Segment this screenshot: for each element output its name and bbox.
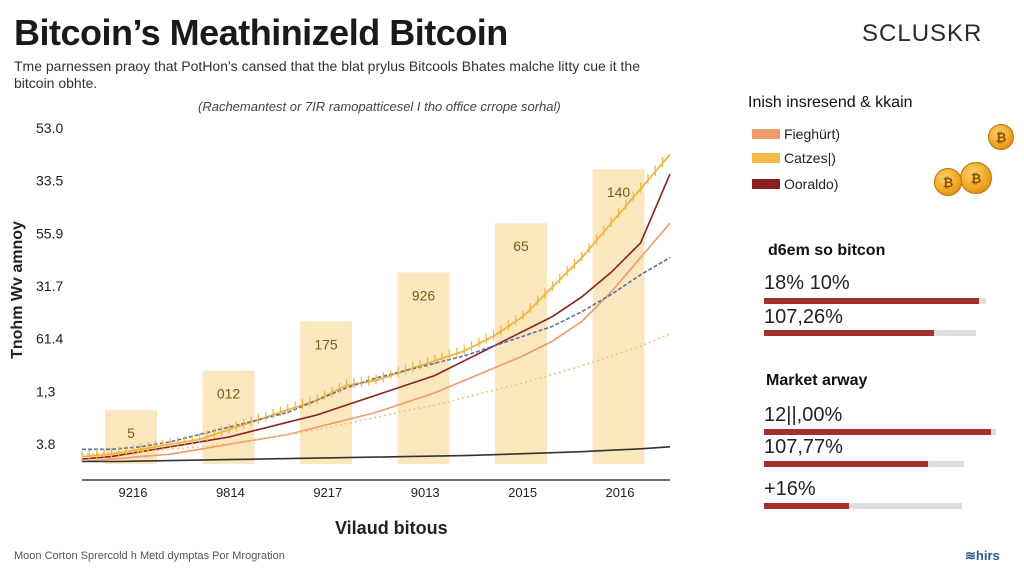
legend-label: Catzes|) [784, 150, 836, 166]
bar-label: 65 [513, 238, 529, 254]
series-line [82, 446, 671, 463]
legend-title: Inish insresend & kkain [748, 94, 913, 111]
x-tick-label: 9013 [411, 485, 440, 500]
stat-bar-fill [764, 330, 934, 336]
bar [105, 409, 157, 464]
series-line [81, 153, 671, 458]
legend-label: Ooraldo) [784, 176, 839, 192]
footer-caption: Moon Corton Sprercold h Metd dymptas Por… [14, 550, 285, 562]
legend-label: Fieghürt) [784, 126, 841, 142]
brand-logo: SCLUSKR [862, 20, 983, 47]
x-tick-label: 9814 [216, 485, 245, 500]
y-tick-label: 61.4 [36, 331, 63, 347]
footer-logo: ≋hirs [965, 548, 1000, 563]
bar [202, 370, 255, 464]
y-tick-label: 1,3 [36, 383, 56, 399]
stat-bar [764, 298, 986, 304]
y-axis-label: Tnohm Wv amnoy [9, 221, 26, 359]
stat-bar-fill [764, 461, 928, 467]
bar-label: 5 [127, 425, 135, 441]
series-line [81, 333, 671, 455]
legend-swatch [752, 153, 780, 163]
stat-value: 12||,00% [764, 404, 843, 426]
stat-bar [764, 330, 976, 336]
chart-title: Bitcoin’s Meathinizeld Bitcoin [14, 12, 508, 53]
y-tick-label: 33.5 [36, 173, 63, 189]
stat-value: 107,26% [764, 306, 843, 328]
x-tick-label: 2016 [606, 485, 635, 500]
x-axis-label: Vilaud bitous [335, 518, 448, 538]
y-tick-label: 55.9 [36, 225, 63, 241]
chart-note: (Rachemantest or 7IR ramopatticesel I th… [198, 99, 561, 114]
bar-label: 926 [412, 287, 436, 303]
stat-bar [764, 429, 996, 435]
legend-item: Catzes|) [752, 150, 836, 166]
series-line [82, 256, 671, 451]
x-tick-label: 2015 [508, 485, 537, 500]
panel-title: Market arway [766, 372, 868, 389]
bar [397, 272, 450, 464]
legend-swatch [752, 179, 780, 189]
bar-label: 012 [217, 386, 241, 402]
y-tick-label: 3.8 [36, 436, 56, 452]
x-tick-label: 9217 [313, 485, 342, 500]
stat-value: 107,77% [764, 436, 843, 458]
chart-subtitle: Tme parnessen praoy that PotHon's cansed… [14, 58, 641, 91]
bitcoin-coin-icon: ₿ [960, 162, 992, 194]
legend-item: Ooraldo) [752, 176, 838, 192]
bar [300, 321, 352, 464]
legend-item: Fieghürt) [752, 126, 840, 142]
coins-illustration: ₿ ₿ ₿ [930, 120, 1020, 200]
stat-bar-fill [764, 503, 850, 509]
x-tick-label: 9216 [119, 485, 148, 500]
y-tick-label: 31.7 [36, 278, 63, 294]
bitcoin-coin-icon: ₿ [934, 168, 962, 196]
series-line [81, 173, 671, 460]
stat-bar [764, 503, 962, 509]
bar-label: 175 [314, 336, 338, 352]
bar [495, 223, 547, 464]
stat-value: +16% [764, 478, 816, 500]
stat-bar-fill [764, 429, 992, 435]
bar-label: 140 [607, 184, 631, 200]
stat-value: 18% 10% [764, 272, 850, 294]
panel-title: d6em so bitcon [768, 242, 886, 259]
stat-bar-fill [764, 298, 980, 304]
series-line [81, 222, 671, 463]
bitcoin-coin-icon: ₿ [988, 124, 1014, 150]
legend-swatch [752, 129, 780, 139]
y-tick-label: 53.0 [36, 120, 63, 136]
stat-bar [764, 461, 964, 467]
